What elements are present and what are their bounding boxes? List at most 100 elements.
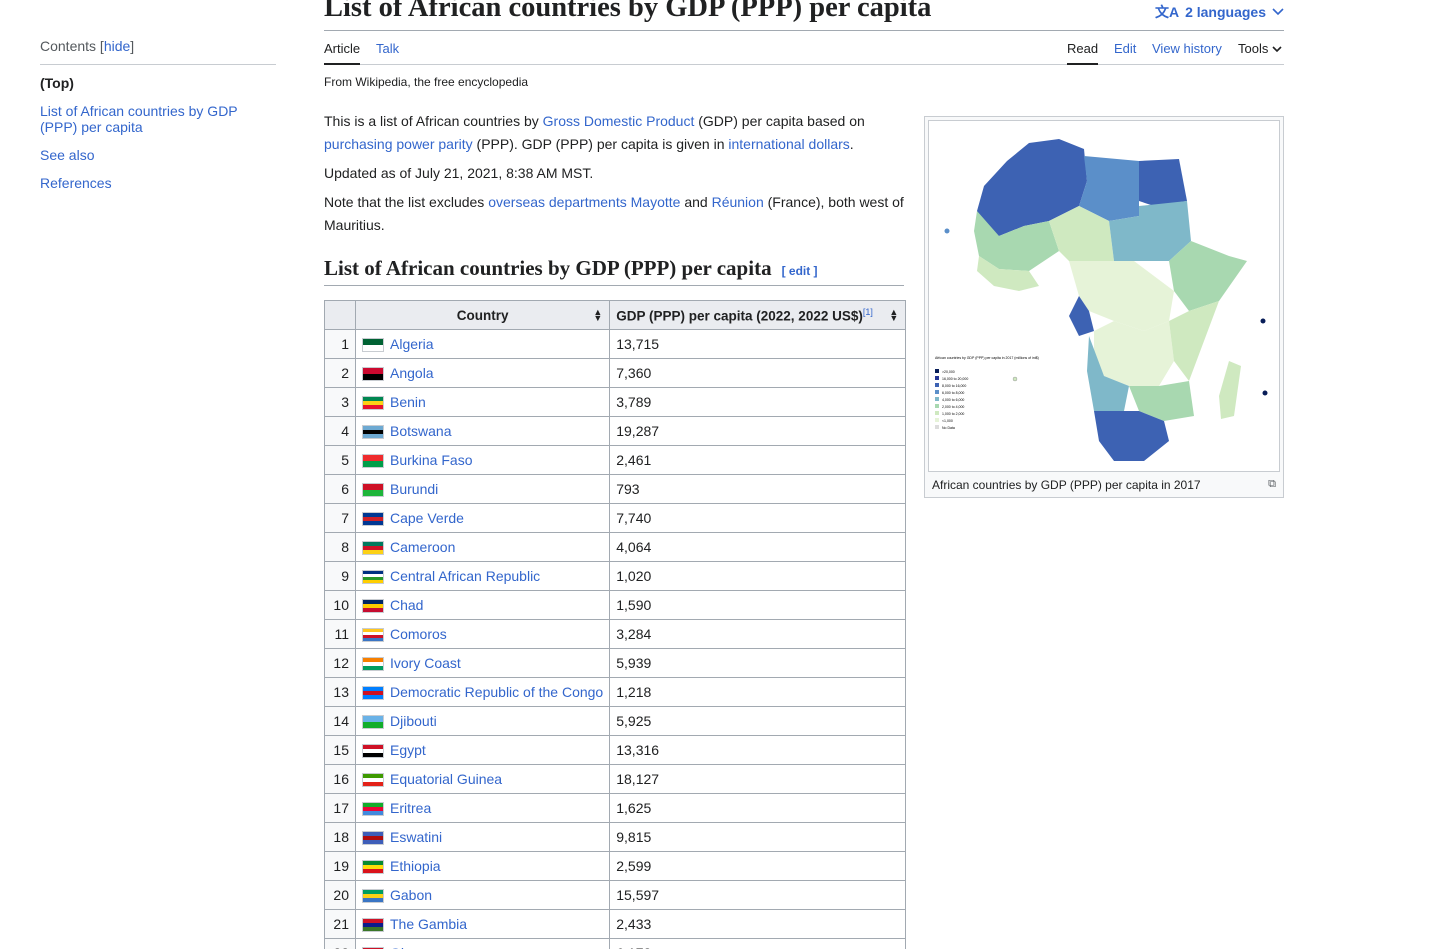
international-dollars-link[interactable]: international dollars [728,136,850,152]
country-link[interactable]: Ethiopia [390,857,441,874]
country-link[interactable]: Cape Verde [390,509,464,526]
flag-icon [362,599,384,614]
rank-cell: 21 [324,909,356,939]
flag-icon [362,483,384,498]
gdp-header[interactable]: GDP (PPP) per capita (2022, 2022 US$)[1]… [609,300,907,330]
table-row: 19 Ethiopia 2,599 [324,851,907,881]
table-row: 21 The Gambia 2,433 [324,909,907,939]
country-link[interactable]: Eswatini [390,828,443,845]
tab-read[interactable]: Read [1067,41,1099,65]
country-link[interactable]: Ivory Coast [390,654,461,671]
gdp-link[interactable]: Gross Domestic Product [542,113,695,129]
country-link[interactable]: Burundi [390,480,439,497]
toc-hide-link[interactable]: hide [103,38,131,54]
text: (France), both west of Mauritius. [324,194,904,233]
country-link[interactable]: Democratic Republic of the Congo [390,683,604,700]
table-row: 14 Djibouti 5,925 [324,706,907,736]
map-region-angola [1087,336,1129,411]
table-header-row: Country ▲ ▼ GDP (PPP) per capita (2022, 2… [324,300,907,330]
gdp-cell: 7,360 [609,358,907,388]
tab-article[interactable]: Article [324,41,361,65]
reunion-link[interactable]: Réunion [711,194,764,210]
country-link[interactable]: The Gambia [390,915,468,932]
tagline: From Wikipedia, the free encyclopedia [324,75,529,89]
flag-icon [362,773,384,788]
table-row: 6 Burundi 793 [324,474,907,504]
mayotte-link[interactable]: Mayotte [630,194,681,210]
tools-menu[interactable]: Tools [1238,41,1282,64]
language-button[interactable]: 文A 2 languages [1155,2,1284,22]
legend-label: 16,000 to 20,000 [942,377,968,381]
legend-label: No Data [942,426,955,430]
rank-cell: 2 [324,358,356,388]
enlarge-icon[interactable]: ⧉ [1268,478,1276,490]
flag-icon [362,570,384,585]
citation-link[interactable]: [1] [862,306,873,317]
gdp-cell: 19,287 [609,416,907,446]
table-row: 10 Chad 1,590 [324,590,907,620]
legend-swatch [935,411,939,415]
country-link[interactable]: Algeria [390,335,434,352]
country-header[interactable]: Country ▲ ▼ [354,300,611,330]
table-row: 17 Eritrea 1,625 [324,793,907,823]
rank-cell: 13 [324,677,356,707]
map-region-sudan [1109,201,1191,261]
flag-icon [362,686,384,701]
country-link[interactable]: Comoros [390,625,447,642]
country-link[interactable]: Ghana [390,945,432,949]
country-link[interactable]: Angola [390,364,434,381]
table-row: 2 Angola 7,360 [324,358,907,388]
sort-icon[interactable]: ▲ ▼ [889,307,899,323]
gdp-cell: 1,625 [609,793,907,823]
country-cell: The Gambia [354,909,611,939]
country-cell: Algeria [354,329,611,359]
flag-icon [362,802,384,817]
country-link[interactable]: Cameroon [390,538,456,555]
country-link[interactable]: Gabon [390,886,433,903]
toc-item-top[interactable]: (Top) [40,75,74,91]
sort-icon[interactable]: ▲ ▼ [593,307,603,323]
flag-icon [362,860,384,875]
country-cell: Botswana [354,416,611,446]
flag-icon [362,367,384,382]
language-count: 2 languages [1185,4,1266,20]
page-title: List of African countries by GDP (PPP) p… [324,0,932,23]
map-caption-text: African countries by GDP (PPP) per capit… [932,478,1201,492]
toc-item-references[interactable]: References [40,175,112,191]
section-edit-link[interactable]: [ edit ] [782,264,818,278]
ppp-link[interactable]: purchasing power parity [324,136,473,152]
africa-map[interactable]: African countries by GDP (PPP) per capit… [928,120,1280,472]
map-region-northwest [977,139,1087,236]
map-island [1260,318,1266,324]
country-link[interactable]: Botswana [390,422,452,439]
gdp-cell: 4,064 [609,532,907,562]
toc-item-see-also[interactable]: See also [40,147,95,163]
country-link[interactable]: Burkina Faso [390,451,473,468]
country-cell: Eswatini [354,822,611,852]
country-link[interactable]: Chad [390,596,424,613]
map-island [944,228,950,234]
country-link[interactable]: Egypt [390,741,426,758]
flag-icon [362,947,384,949]
legend-swatch [935,397,939,401]
country-link[interactable]: Benin [390,393,426,410]
tab-edit[interactable]: Edit [1114,41,1137,56]
rank-cell: 11 [324,619,356,649]
country-link[interactable]: Central African Republic [390,567,541,584]
table-row: 18 Eswatini 9,815 [324,822,907,852]
map-region-libya [1079,156,1139,221]
overseas-departments-link[interactable]: overseas departments [488,194,627,210]
tab-view-history[interactable]: View history [1152,41,1222,56]
country-link[interactable]: Equatorial Guinea [390,770,503,787]
text: (GDP) per capita based on [694,113,865,129]
country-link[interactable]: Eritrea [390,799,432,816]
toc-item-list[interactable]: List of African countries by GDP (PPP) p… [40,103,238,135]
text: This is a list of African countries by [324,113,543,129]
legend-swatch [935,383,939,387]
tab-talk[interactable]: Talk [376,41,400,56]
country-link[interactable]: Djibouti [390,712,437,729]
flag-icon [362,512,384,527]
map-region-madagascar [1219,361,1241,419]
text: (PPP). GDP (PPP) per capita is given in [472,136,729,152]
rank-cell: 7 [324,503,356,533]
